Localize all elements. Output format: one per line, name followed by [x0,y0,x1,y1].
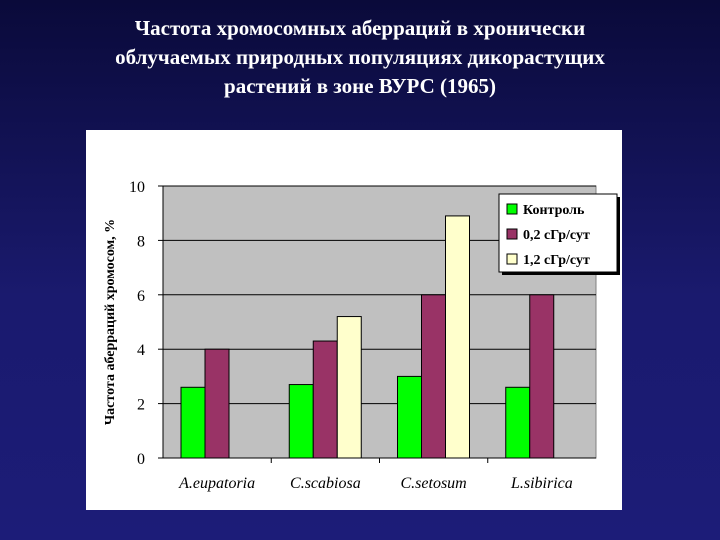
legend-swatch [506,203,518,215]
bar-chart: 0 2 4 6 8 10 A.eupatoria C.scabiosa C.setosum L.… [103,179,620,492]
bar [445,215,470,459]
bar [336,316,362,459]
slide-title: Частота хромосомных аберраций в хроничес… [40,14,680,101]
legend-swatch [506,228,518,240]
chart-panel: 0 2 4 6 8 10 A.eupatoria C.scabiosa C.setosum L.… [86,130,622,510]
legend-swatch [506,253,518,265]
y-tick-label: 4 [137,342,145,359]
legend: Контроль 0,2 сГр/сут 1,2 сГр/сут [498,193,620,275]
x-tick-label: C.scabiosa [290,475,361,492]
x-tick-label: C.setosum [401,475,467,492]
x-tick-label: L.sibirica [510,475,573,492]
x-axis-ticks: A.eupatoria C.scabiosa C.setosum L.sibirica [178,458,573,492]
bar [505,386,531,459]
x-tick-label: A.eupatoria [178,475,255,492]
bar [397,375,422,459]
legend-box [498,193,618,273]
legend-label: Контроль [523,203,585,218]
slide-title-line-3: растений в зоне ВУРС (1965) [224,74,496,98]
slide-title-line-1: Частота хромосомных аберраций в хроничес… [134,16,586,40]
bar [529,294,555,459]
bar [180,386,206,459]
y-tick-label: 6 [137,288,145,305]
y-tick-label: 10 [129,179,145,196]
slide-title-line-2: облучаемых природных популяциях дикораст… [115,45,605,69]
bar [204,348,230,459]
bar [288,384,314,459]
legend-label: 0,2 сГр/сут [523,228,590,243]
y-tick-label: 2 [137,397,145,414]
legend-label: 1,2 сГр/сут [523,253,590,268]
bars [180,215,555,459]
y-tick-label: 0 [137,451,145,468]
y-axis-label: Частота аберраций хромосом, % [103,219,118,425]
bar [312,340,338,459]
y-tick-label: 8 [137,233,145,250]
bar [421,294,446,459]
